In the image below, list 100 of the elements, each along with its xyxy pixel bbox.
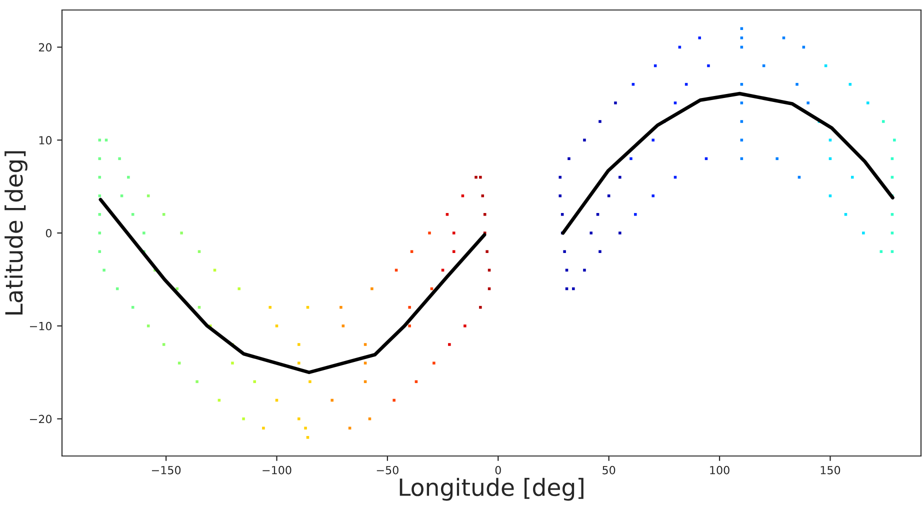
- point: [196, 380, 198, 384]
- point: [118, 157, 121, 160]
- point: [98, 176, 102, 179]
- point: [446, 213, 449, 216]
- point: [370, 287, 374, 290]
- point: [782, 36, 786, 40]
- point: [634, 213, 637, 216]
- point: [483, 213, 486, 216]
- point: [614, 102, 617, 104]
- point: [308, 380, 312, 384]
- point: [464, 324, 466, 328]
- point: [583, 138, 586, 142]
- point: [330, 398, 334, 402]
- point: [198, 250, 201, 253]
- point: [238, 287, 241, 290]
- point: [408, 324, 411, 328]
- point: [340, 306, 342, 309]
- point: [298, 343, 300, 346]
- point: [342, 324, 345, 328]
- point: [364, 343, 367, 346]
- point: [893, 138, 896, 142]
- point: [452, 232, 456, 234]
- point: [740, 36, 744, 40]
- point: [598, 250, 602, 253]
- x-tick-label: −100: [262, 466, 292, 474]
- point: [806, 102, 810, 104]
- point: [652, 194, 655, 198]
- x-tick-label: 150: [820, 466, 840, 474]
- point: [98, 213, 102, 216]
- x-tick-label: 50: [602, 466, 616, 474]
- point: [568, 157, 570, 160]
- point: [486, 250, 488, 253]
- point: [598, 120, 602, 123]
- point: [596, 213, 600, 216]
- point: [618, 232, 622, 234]
- point: [231, 362, 234, 364]
- point: [474, 176, 478, 179]
- point: [98, 157, 102, 160]
- point: [102, 268, 106, 272]
- point: [890, 213, 894, 216]
- point: [862, 232, 865, 234]
- point: [392, 398, 396, 402]
- point: [178, 362, 181, 364]
- point: [572, 287, 575, 290]
- point: [740, 120, 744, 123]
- point: [408, 306, 411, 309]
- point: [890, 232, 894, 234]
- point: [740, 102, 744, 104]
- point: [590, 232, 593, 234]
- point: [306, 436, 310, 439]
- point: [268, 306, 272, 309]
- point: [479, 176, 482, 179]
- y-tick-label: 10: [39, 136, 52, 144]
- y-axis-title: Latitude [deg]: [4, 151, 28, 314]
- point: [275, 324, 278, 328]
- point: [740, 27, 744, 30]
- point: [558, 194, 562, 198]
- point: [298, 362, 300, 364]
- point: [131, 213, 134, 216]
- point: [98, 250, 102, 253]
- point: [428, 232, 431, 234]
- point: [104, 138, 108, 142]
- y-tick-label: −10: [30, 322, 52, 330]
- point: [98, 232, 102, 234]
- point: [776, 157, 778, 160]
- point: [740, 138, 744, 142]
- point: [828, 138, 832, 142]
- point: [618, 176, 622, 179]
- y-tick-label: −20: [30, 414, 52, 424]
- point: [866, 102, 870, 104]
- point: [127, 176, 130, 179]
- point: [880, 250, 883, 253]
- point: [452, 250, 456, 253]
- point: [558, 176, 562, 179]
- point: [180, 232, 183, 234]
- point: [890, 250, 894, 253]
- point: [146, 324, 150, 328]
- point: [348, 426, 352, 430]
- x-tick-label: −50: [376, 466, 398, 474]
- point: [98, 138, 102, 142]
- point: [242, 417, 245, 420]
- point: [253, 380, 256, 384]
- point: [432, 362, 436, 364]
- point: [850, 176, 854, 179]
- point: [796, 82, 798, 86]
- x-axis-title: Longitude [deg]: [400, 478, 584, 501]
- point: [364, 362, 367, 364]
- point: [162, 213, 166, 216]
- point: [304, 426, 307, 430]
- x-tick-label: 100: [710, 466, 730, 474]
- point: [298, 417, 300, 420]
- y-tick-label: 0: [46, 228, 52, 238]
- point: [410, 250, 414, 253]
- point: [479, 306, 482, 309]
- point: [583, 268, 586, 272]
- point: [652, 138, 655, 142]
- x-tick-label: −150: [152, 466, 181, 474]
- point: [162, 343, 166, 346]
- point: [560, 213, 564, 216]
- y-tick-label: 20: [38, 43, 52, 52]
